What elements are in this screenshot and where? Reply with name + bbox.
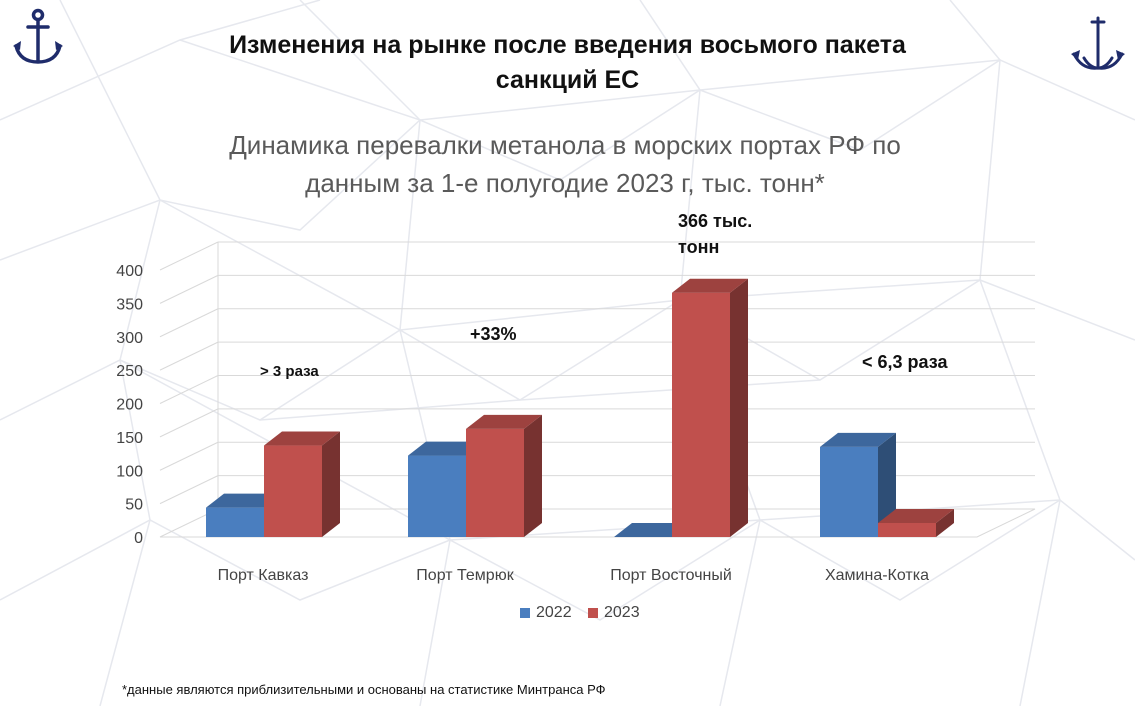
- bar-front: [820, 446, 878, 537]
- y-tick-label: 300: [116, 330, 143, 347]
- gridline-side: [159, 441, 219, 471]
- bar-top: [878, 508, 954, 523]
- legend-swatch-2022: [520, 608, 530, 618]
- annotation-temryuk: +33%: [470, 324, 517, 344]
- bars: [206, 278, 954, 537]
- x-tick-label: Порт Кавказ: [218, 567, 309, 584]
- bar-2022-2: [614, 523, 690, 537]
- bar-front: [878, 522, 936, 537]
- bar-top: [466, 414, 542, 429]
- bar-front: [206, 507, 264, 537]
- bar-side: [322, 431, 340, 537]
- y-tick-label: 250: [116, 363, 143, 380]
- gridline-side: [159, 308, 219, 338]
- y-tick-label: 150: [116, 430, 143, 447]
- y-tick-label: 100: [116, 463, 143, 480]
- slide-title-line-1: Изменения на рынке после введения восьмо…: [229, 31, 906, 59]
- y-tick-label: 200: [116, 397, 143, 414]
- footnote: *данные являются приблизительными и осно…: [122, 682, 606, 697]
- bar-side: [936, 508, 954, 537]
- legend-item-2022: 2022: [520, 604, 572, 622]
- y-tick-label: 0: [134, 530, 143, 547]
- annotation-vostochny-line-2: тонн: [678, 237, 719, 257]
- bar-top: [264, 431, 340, 446]
- bar-top: [672, 278, 748, 293]
- y-tick-label: 400: [116, 263, 143, 280]
- x-tick-label: Порт Восточный: [610, 567, 732, 584]
- bar-top: [820, 432, 896, 447]
- bar-top: [614, 523, 690, 537]
- anchor-logo-right: [1071, 16, 1125, 70]
- annotation-hamina-kotka: < 6,3 раза: [862, 352, 948, 372]
- bar-2023-2: [672, 278, 748, 537]
- bar-front: [466, 428, 524, 537]
- legend-item-2023: 2023: [588, 604, 640, 622]
- gridline-side: [159, 475, 219, 505]
- annotation-kavkaz: > 3 раза: [260, 363, 319, 380]
- slide-title-line-2: санкций ЕС: [495, 66, 640, 94]
- bar-side: [524, 414, 542, 537]
- anchor-logo-left: [13, 8, 63, 64]
- gridline-side: [159, 341, 219, 371]
- y-tick-label: 350: [116, 296, 143, 313]
- gridline-side: [159, 274, 219, 304]
- bar-2023-1: [466, 414, 542, 537]
- y-tick-label: 50: [125, 497, 143, 514]
- annotation-vostochny-line-1: 366 тыс.: [678, 211, 752, 231]
- legend-swatch-2023: [588, 608, 598, 618]
- bar-front: [672, 292, 730, 537]
- chart-title-line-2: данным за 1-е полугодие 2023 г, тыс. тон…: [305, 168, 825, 198]
- slide-title: Изменения на рынке после введения восьмо…: [150, 28, 985, 98]
- bar-top: [408, 441, 484, 456]
- x-tick-label: Порт Темрюк: [416, 567, 514, 584]
- bar-2023-3: [878, 508, 954, 537]
- bar-side: [878, 432, 896, 537]
- bar-side: [730, 278, 748, 537]
- bar-front: [264, 445, 322, 537]
- bar-front: [408, 455, 466, 537]
- gridline-side: [159, 375, 219, 404]
- legend-label-2023: 2023: [604, 604, 640, 621]
- bar-2022-3: [820, 432, 896, 537]
- gridline-side: [159, 241, 219, 271]
- chart-title-line-1: Динамика перевалки метанола в морских по…: [229, 130, 901, 160]
- legend-label-2022: 2022: [536, 604, 572, 621]
- bar-2023-0: [264, 431, 340, 537]
- bar-top: [206, 493, 282, 508]
- gridline-side: [159, 408, 219, 438]
- chart-title: Динамика перевалки метанола в морских по…: [150, 126, 980, 202]
- x-tick-label: Хамина-Котка: [825, 567, 929, 584]
